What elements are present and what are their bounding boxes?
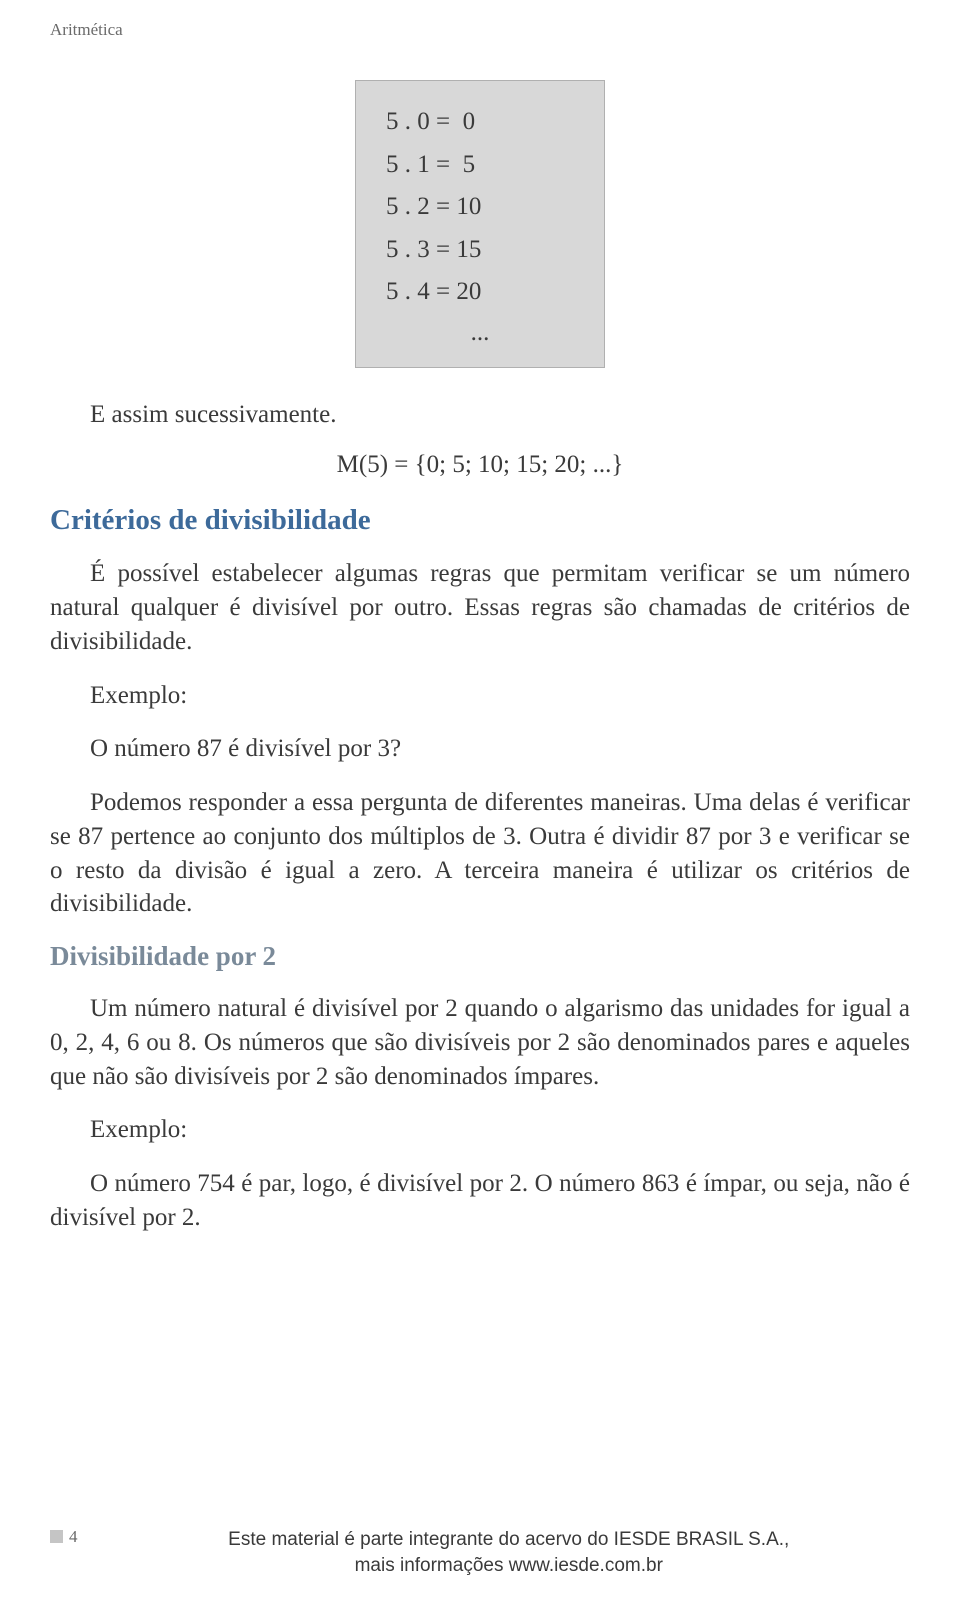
footer-line: Este material é parte integrante do acer… (228, 1529, 789, 1550)
math-box: 5 . 0 = 0 5 . 1 = 5 5 . 2 = 10 5 . 3 = 1… (355, 80, 605, 368)
paragraph: E assim sucessivamente. (50, 398, 910, 432)
section-heading: Critérios de divisibilidade (50, 504, 910, 537)
page-footer: 4 Este material é parte integrante do ac… (50, 1527, 910, 1580)
equation: M(5) = {0; 5; 10; 15; 20; ...} (50, 451, 910, 479)
paragraph: O número 87 é divisível por 3? (50, 732, 910, 766)
math-ellipsis: ... (386, 319, 574, 347)
page-marker-icon (50, 1530, 63, 1543)
math-row: 5 . 4 = 20 (386, 271, 574, 314)
math-row: 5 . 0 = 0 (386, 101, 574, 144)
math-row: 5 . 1 = 5 (386, 144, 574, 187)
paragraph: O número 754 é par, logo, é divisível po… (50, 1167, 910, 1235)
paragraph: Podemos responder a essa pergunta de dif… (50, 786, 910, 921)
math-row: 5 . 3 = 15 (386, 229, 574, 272)
paragraph: É possível estabelecer algumas regras qu… (50, 557, 910, 658)
example-label: Exemplo: (50, 1113, 910, 1147)
math-row: 5 . 2 = 10 (386, 186, 574, 229)
page-number-container: 4 (50, 1527, 78, 1547)
footer-text: Este material é parte integrante do acer… (108, 1527, 911, 1580)
example-label: Exemplo: (50, 679, 910, 713)
page-number: 4 (69, 1527, 78, 1547)
paragraph: Um número natural é divisível por 2 quan… (50, 992, 910, 1093)
footer-line: mais informações www.iesde.com.br (355, 1555, 663, 1576)
subsection-heading: Divisibilidade por 2 (50, 941, 910, 972)
page-header: Aritmética (50, 20, 910, 40)
